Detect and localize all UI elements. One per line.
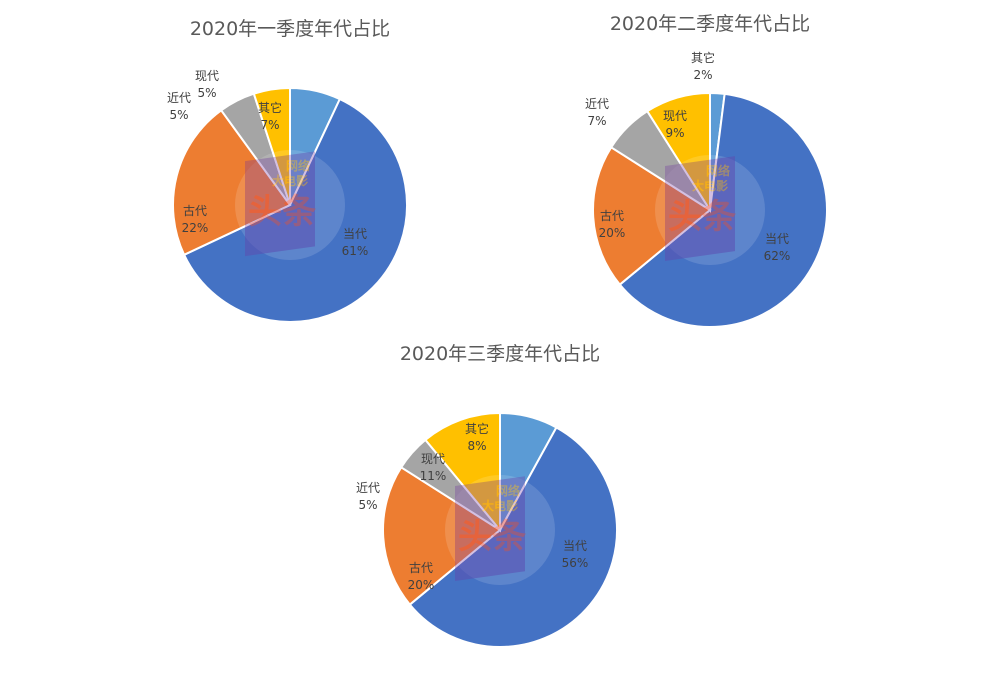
slice-label: 古代 (409, 560, 433, 575)
pie-slice (408, 426, 618, 648)
slice-value: 5% (358, 498, 377, 512)
slice-label: 其它 (258, 100, 282, 115)
slice-value: 9% (665, 126, 684, 140)
slice-label: 近代 (356, 481, 380, 495)
watermark-brand: 头条 (248, 192, 316, 232)
watermark-line2: 大电影 (272, 173, 308, 188)
watermark-line1: 网络 (496, 483, 520, 498)
chart-title: 2020年二季度年代占比 (610, 13, 810, 35)
slice-label: 古代 (600, 208, 624, 223)
watermark-brand: 头条 (458, 517, 526, 557)
slice-label: 近代 (167, 91, 191, 105)
slice-value: 22% (182, 221, 209, 235)
slice-label: 当代 (563, 539, 587, 553)
slice-label: 其它 (465, 421, 489, 436)
slice-value: 62% (764, 249, 791, 263)
slice-value: 11% (420, 469, 447, 483)
slice-label: 近代 (585, 97, 609, 111)
pie-slice (424, 411, 501, 533)
watermark-line2: 大电影 (692, 178, 728, 193)
slice-value: 7% (260, 118, 279, 132)
slice-label: 现代 (421, 452, 445, 466)
pie-slice (645, 91, 711, 214)
slice-label: 现代 (195, 69, 219, 83)
slice-label: 当代 (343, 227, 367, 241)
slice-value: 5% (169, 108, 188, 122)
pie-slice (592, 145, 712, 286)
slice-value: 20% (408, 578, 435, 592)
slice-value: 2% (693, 68, 712, 82)
slice-value: 7% (587, 114, 606, 128)
pie-slice (172, 108, 292, 257)
slice-label: 其它 (691, 50, 715, 65)
slice-value: 5% (197, 86, 216, 100)
slice-value: 56% (562, 556, 589, 570)
watermark-line1: 网络 (706, 163, 730, 178)
slice-value: 8% (467, 439, 486, 453)
chart-title: 2020年一季度年代占比 (190, 18, 390, 40)
watermark-line2: 大电影 (482, 498, 518, 513)
pie-slice (182, 97, 408, 323)
pie-slice (618, 92, 828, 328)
slice-value: 61% (342, 244, 369, 258)
slice-label: 当代 (765, 232, 789, 246)
pie-slice (382, 465, 502, 606)
slice-label: 现代 (663, 109, 687, 123)
watermark-line1: 网络 (286, 158, 310, 173)
chart-title: 2020年三季度年代占比 (400, 343, 600, 365)
pie-slice (252, 86, 291, 206)
watermark-brand: 头条 (668, 197, 736, 237)
slice-label: 古代 (183, 203, 207, 218)
slice-value: 20% (599, 226, 626, 240)
